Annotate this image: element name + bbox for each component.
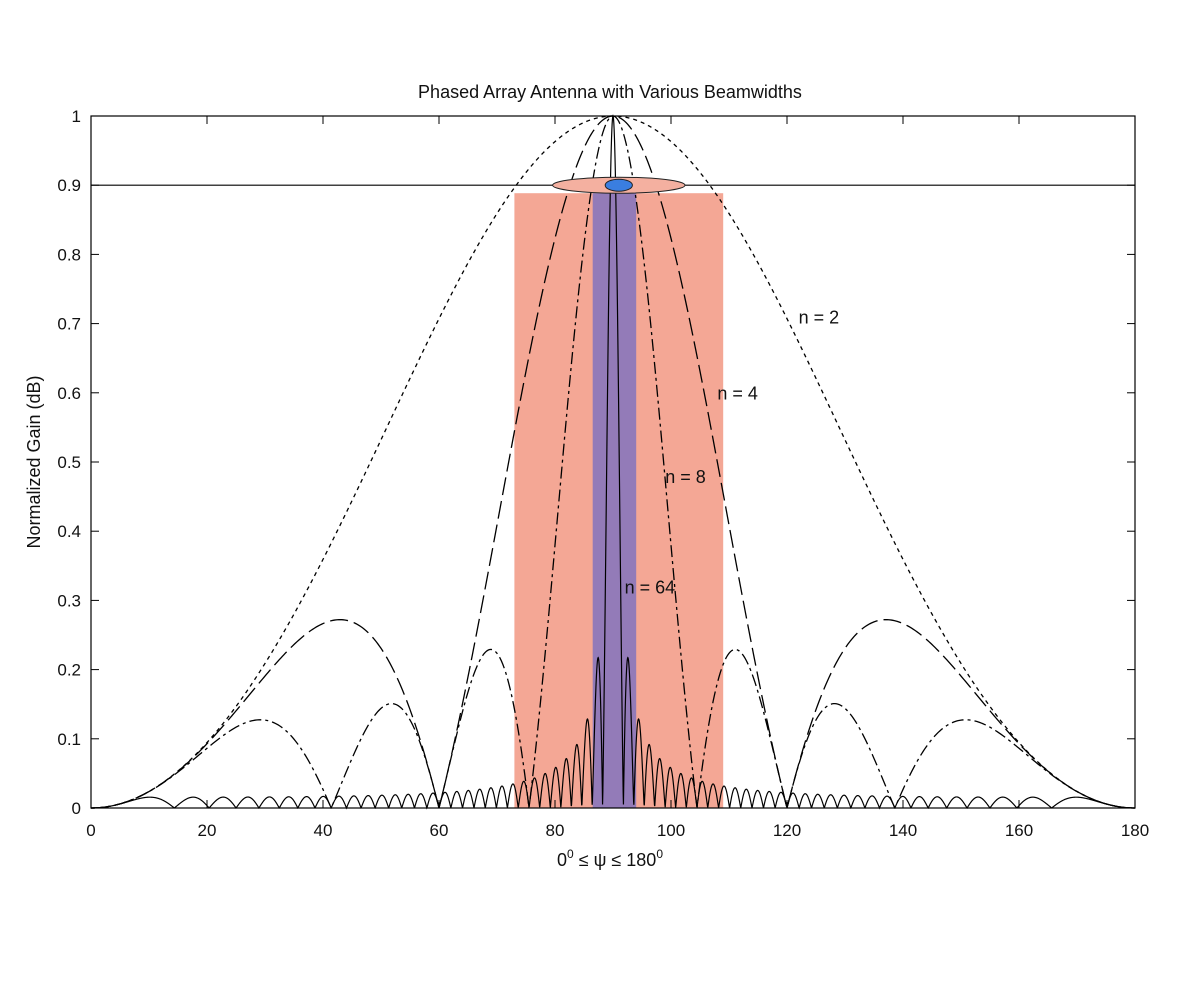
annotation-1: n = 2 xyxy=(799,308,840,328)
y-tick-label: 0.5 xyxy=(57,453,81,472)
x-axis-label: 00 ≤ ψ ≤ 1800 xyxy=(557,847,663,870)
x-tick-label: 40 xyxy=(314,821,333,840)
x-axis-label-middle: ≤ ψ ≤ 180 xyxy=(574,850,657,870)
y-axis-ticks: 0 0.1 0.2 0.3 0.4 0.5 0.6 0.7 0.8 0.9 1 xyxy=(57,107,1135,818)
y-tick-label: 0.4 xyxy=(57,522,81,541)
x-tick-label: 0 xyxy=(86,821,95,840)
chart-title: Phased Array Antenna with Various Beamwi… xyxy=(418,82,802,102)
series-line-n-4 xyxy=(90,115,1136,809)
y-tick-label: 0 xyxy=(72,799,81,818)
shaded-band-2 xyxy=(592,193,637,808)
y-tick-label: 0.9 xyxy=(57,176,81,195)
annotation-2: n = 4 xyxy=(717,384,758,404)
y-tick-label: 0.1 xyxy=(57,730,81,749)
x-tick-label: 160 xyxy=(1005,821,1033,840)
x-tick-label: 180 xyxy=(1121,821,1149,840)
x-axis-label-start: 0 xyxy=(557,850,567,870)
x-axis-ticks: 0 20 40 60 80 100 120 140 160 180 xyxy=(86,116,1149,840)
shaded-bands xyxy=(514,193,724,808)
x-tick-label: 20 xyxy=(198,821,217,840)
y-tick-label: 0.6 xyxy=(57,384,81,403)
y-tick-label: 0.8 xyxy=(57,245,81,264)
x-tick-label: 140 xyxy=(889,821,917,840)
y-axis-label: Normalized Gain (dB) xyxy=(24,375,44,548)
x-tick-label: 100 xyxy=(657,821,685,840)
y-tick-label: 0.3 xyxy=(57,591,81,610)
annotation-3: n = 8 xyxy=(665,467,706,487)
x-tick-label: 60 xyxy=(430,821,449,840)
y-tick-label: 0.2 xyxy=(57,661,81,680)
x-tick-label: 120 xyxy=(773,821,801,840)
beam-ellipse-2 xyxy=(604,178,633,192)
series-annotations: n = 2 n = 4 n = 8 n = 64 xyxy=(625,308,840,598)
y-tick-label: 0.7 xyxy=(57,315,81,334)
x-axis-label-degree-2: 0 xyxy=(656,847,663,861)
y-tick-label: 1 xyxy=(72,107,81,126)
annotation-4: n = 64 xyxy=(625,577,676,597)
x-axis-label-degree-1: 0 xyxy=(567,847,574,861)
x-tick-label: 80 xyxy=(546,821,565,840)
beam-ellipses xyxy=(552,176,686,194)
